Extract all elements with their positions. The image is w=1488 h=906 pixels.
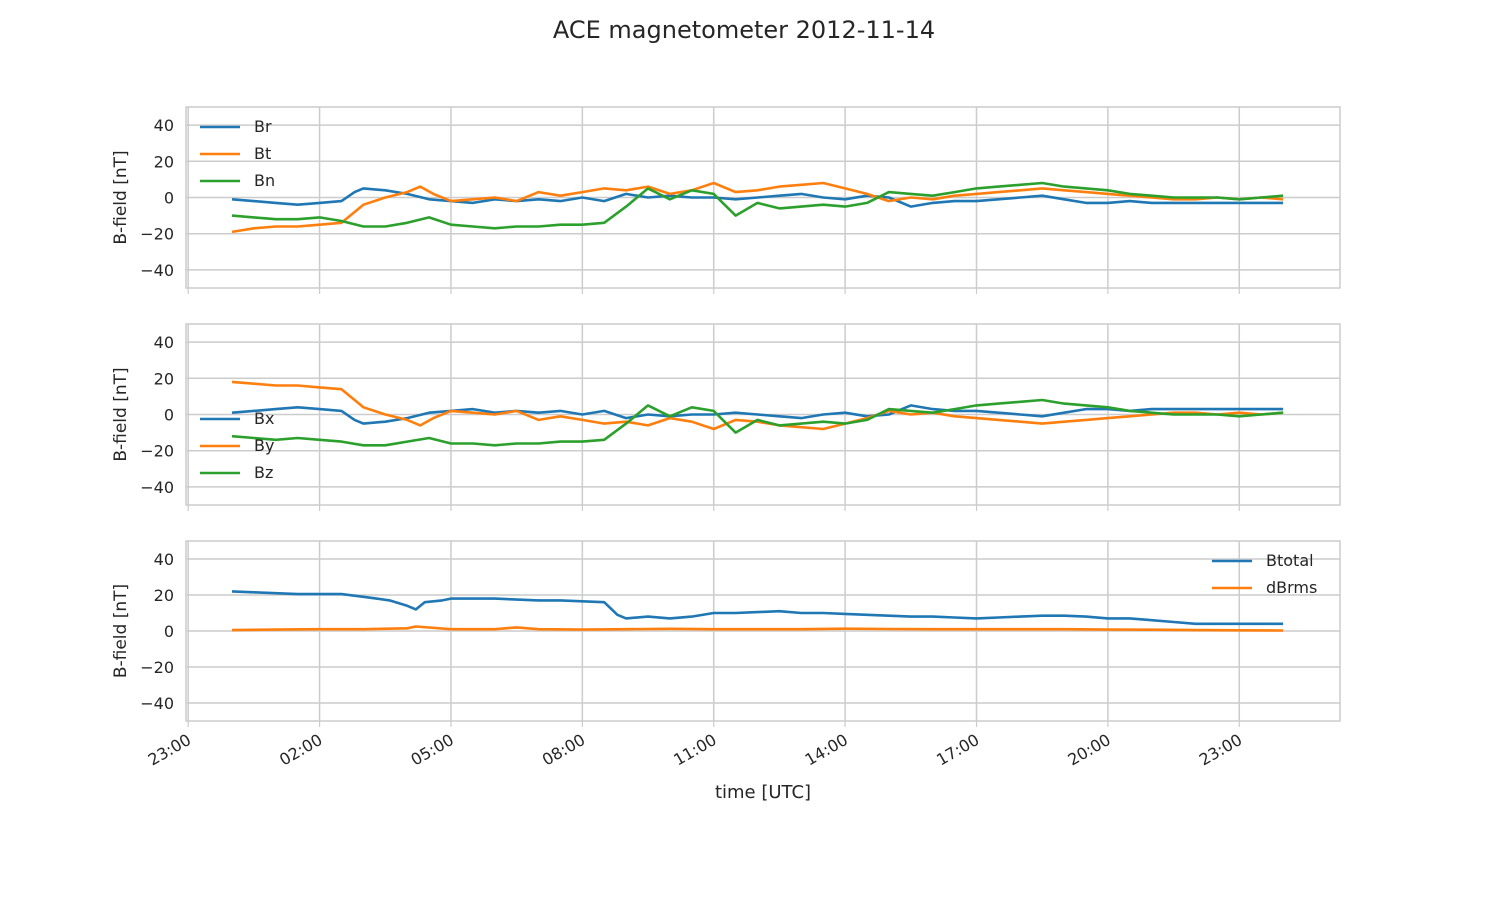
y-tick-label: −40 <box>140 478 174 497</box>
series-line-br <box>231 187 1284 208</box>
legend-label-br: Br <box>254 117 272 136</box>
series-line-bx <box>231 404 1284 425</box>
series-line-bz <box>231 398 1284 447</box>
figure-title: ACE magnetometer 2012-11-14 <box>553 16 935 44</box>
y-tick-label: −20 <box>140 442 174 461</box>
y-tick-label: 0 <box>164 622 174 641</box>
y-tick-label: −20 <box>140 658 174 677</box>
plot-frame <box>185 540 1341 722</box>
legend-label-bz: Bz <box>254 463 273 482</box>
y-axis-label: B-field [nT] <box>111 584 131 678</box>
y-tick-label: −20 <box>140 225 174 244</box>
y-tick-label: 0 <box>164 189 174 208</box>
legend-label-bt: Bt <box>254 144 271 163</box>
y-tick-label: 20 <box>154 369 174 388</box>
series-line-dbrms <box>231 625 1284 632</box>
y-tick-label: 20 <box>154 586 174 605</box>
legend-label-bx: Bx <box>254 409 274 428</box>
y-tick-label: 40 <box>154 116 174 135</box>
series-line-bt <box>231 181 1284 234</box>
plot-frame <box>185 106 1341 289</box>
panel-xyz: −40 −20 0 20 40 B-field [nT] Bx By Bz <box>111 323 1341 511</box>
series-line-btotal <box>231 590 1284 626</box>
y-tick-label: 20 <box>154 152 174 171</box>
y-axis-label: B-field [nT] <box>111 367 131 461</box>
x-axis-label: time [UTC] <box>715 782 811 803</box>
plot-frame <box>185 323 1341 506</box>
y-axis-label: B-field [nT] <box>111 150 131 244</box>
legend-label-btotal: Btotal <box>1266 551 1314 570</box>
legend-label-bn: Bn <box>254 171 275 190</box>
y-tick-label: −40 <box>140 694 174 713</box>
panel-rtn: −40 −20 0 20 40 B-field [nT] Br Bt Bn <box>111 106 1341 294</box>
y-tick-label: 40 <box>154 550 174 569</box>
series-line-bn <box>231 181 1284 230</box>
y-tick-label: 0 <box>164 406 174 425</box>
series-line-by <box>231 380 1284 431</box>
y-tick-label: 40 <box>154 333 174 352</box>
legend-label-by: By <box>254 436 274 455</box>
legend-label-dbrms: dBrms <box>1266 578 1317 597</box>
y-tick-label: −40 <box>140 261 174 280</box>
